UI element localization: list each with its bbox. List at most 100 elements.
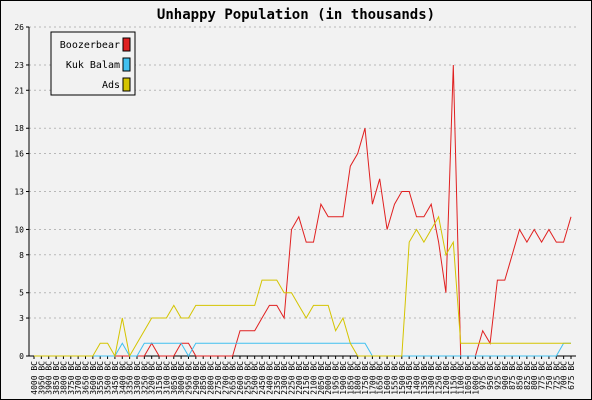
x-tick-label: 2650 BC	[229, 361, 238, 395]
y-tick-label: 8	[19, 251, 24, 260]
y-tick-label: 3	[19, 314, 24, 323]
x-tick-label: 1650 BC	[376, 361, 385, 395]
x-tick-label: 775 BC	[538, 361, 547, 390]
y-tick-label: 18	[14, 124, 24, 133]
x-tick-label: 1300 BC	[427, 361, 436, 395]
series-line-ads	[34, 215, 571, 358]
x-tick-label: 1950 BC	[332, 361, 341, 395]
x-tick-label: 1250 BC	[435, 361, 444, 395]
x-tick-label: 3900 BC	[45, 361, 54, 395]
x-tick-label: 1550 BC	[390, 361, 399, 395]
x-tick-label: 725 BC	[552, 361, 561, 390]
x-tick-label: 925 BC	[493, 361, 502, 390]
x-tick-label: 2150 BC	[302, 361, 311, 395]
x-tick-label: 850 BC	[516, 361, 525, 390]
series-line-kuk-balam	[34, 342, 571, 357]
y-tick-label: 21	[14, 86, 24, 95]
x-tick-label: 2950 BC	[184, 361, 193, 395]
x-tick-label: 2200 BC	[295, 361, 304, 395]
x-tick-label: 3750 BC	[67, 361, 76, 395]
x-tick-label: 3950 BC	[37, 361, 46, 395]
x-tick-label: 2300 BC	[280, 361, 289, 395]
x-tick-label: 2000 BC	[324, 361, 333, 395]
y-tick-label: 0	[19, 352, 24, 361]
x-tick-label: 1050 BC	[464, 361, 473, 395]
x-tick-label: 3000 BC	[177, 361, 186, 395]
x-tick-label: 2700 BC	[221, 361, 230, 395]
x-tick-label: 2050 BC	[317, 361, 326, 395]
y-tick-label: 26	[14, 23, 24, 32]
x-tick-label: 1750 BC	[361, 361, 370, 395]
x-tick-label: 2350 BC	[273, 361, 282, 395]
x-tick-label: 3100 BC	[162, 361, 171, 395]
x-tick-label: 3500 BC	[104, 361, 113, 395]
x-tick-label: 1000 BC	[471, 361, 480, 395]
x-tick-label: 3650 BC	[81, 361, 90, 395]
x-tick-label: 1800 BC	[354, 361, 363, 395]
x-tick-label: 750 BC	[545, 361, 554, 390]
x-tick-label: 3550 BC	[96, 361, 105, 395]
x-tick-label: 1450 BC	[405, 361, 414, 395]
x-tick-label: 800 BC	[530, 361, 539, 390]
x-tick-label: 3350 BC	[126, 361, 135, 395]
x-tick-label: 3600 BC	[89, 361, 98, 395]
y-tick-label: 5	[19, 289, 24, 298]
y-axis-ticks: 0 3 5 8 10 13 16 18 21 23 26	[14, 23, 29, 361]
x-tick-label: 3050 BC	[170, 361, 179, 395]
x-tick-label: 825 BC	[523, 361, 532, 390]
legend: Boozerbear Kuk Balam Ads	[50, 31, 136, 96]
x-tick-label: 2100 BC	[310, 361, 319, 395]
legend-label: Kuk Balam	[66, 60, 120, 71]
x-tick-label: 3150 BC	[155, 361, 164, 395]
y-tick-label: 16	[14, 150, 24, 159]
x-tick-label: 2750 BC	[214, 361, 223, 395]
x-tick-label: 1900 BC	[339, 361, 348, 395]
x-tick-label: 975 BC	[479, 361, 488, 390]
x-tick-label: 3300 BC	[133, 361, 142, 395]
x-tick-label: 700 BC	[560, 361, 569, 390]
x-tick-label: 3200 BC	[148, 361, 157, 395]
x-tick-label: 3450 BC	[111, 361, 120, 395]
legend-swatch	[122, 37, 131, 52]
chart-title: Unhappy Population (in thousands)	[157, 7, 435, 23]
y-tick-label: 23	[14, 61, 24, 70]
x-tick-label: 1200 BC	[442, 361, 451, 395]
x-tick-label: 675 BC	[567, 361, 576, 390]
x-tick-label: 1600 BC	[383, 361, 392, 395]
x-tick-label: 2600 BC	[236, 361, 245, 395]
legend-swatch	[122, 57, 131, 72]
x-tick-label: 2500 BC	[251, 361, 260, 395]
series-line-boozerbear	[34, 64, 572, 357]
x-tick-label: 1100 BC	[457, 361, 466, 395]
x-tick-label: 1850 BC	[346, 361, 355, 395]
x-tick-label: 2450 BC	[258, 361, 267, 395]
x-tick-label: 2800 BC	[207, 361, 216, 395]
x-tick-label: 3800 BC	[59, 361, 68, 395]
x-tick-label: 875 BC	[508, 361, 517, 390]
x-tick-label: 3850 BC	[52, 361, 61, 395]
x-tick-label: 3250 BC	[140, 361, 149, 395]
y-tick-label: 13	[14, 188, 24, 197]
series-lines	[34, 64, 572, 358]
legend-box	[50, 31, 136, 96]
legend-label: Ads	[102, 80, 120, 91]
y-tick-label: 10	[14, 225, 24, 234]
legend-swatch	[122, 77, 131, 92]
x-tick-label: 950 BC	[486, 361, 495, 390]
x-tick-label: 1500 BC	[398, 361, 407, 395]
x-tick-label: 2900 BC	[192, 361, 201, 395]
x-tick-label: 2850 BC	[199, 361, 208, 395]
x-tick-label: 3700 BC	[74, 361, 83, 395]
x-tick-label: 900 BC	[501, 361, 510, 390]
legend-label: Boozerbear	[60, 40, 120, 51]
x-tick-label: 1150 BC	[449, 361, 458, 395]
x-tick-label: 2400 BC	[265, 361, 274, 395]
x-tick-label: 2250 BC	[287, 361, 296, 395]
x-tick-label: 4000 BC	[30, 361, 39, 395]
x-tick-label: 1700 BC	[368, 361, 377, 395]
x-tick-label: 3400 BC	[118, 361, 127, 395]
x-tick-label: 2550 BC	[243, 361, 252, 395]
